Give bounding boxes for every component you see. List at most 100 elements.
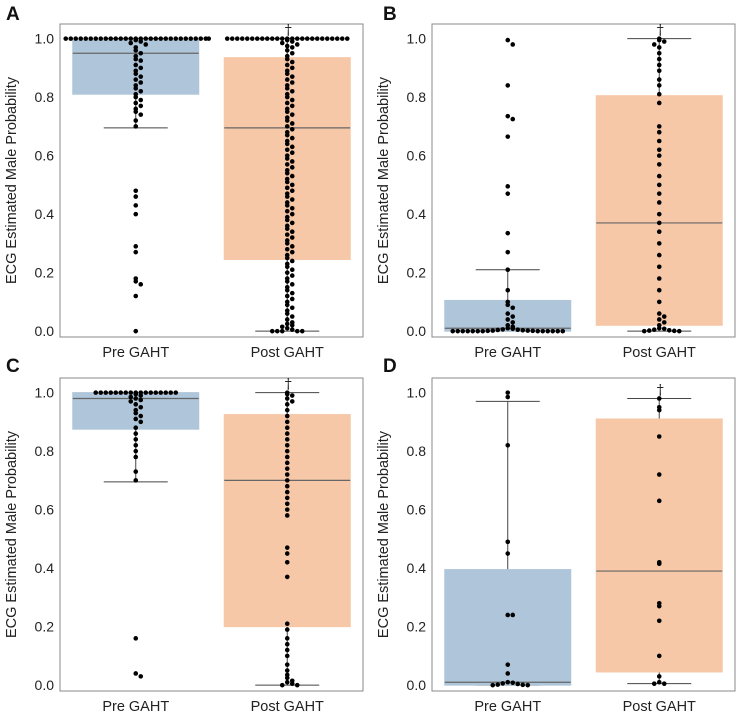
panel-letter: D — [383, 356, 397, 377]
data-point-pre-gaht — [133, 425, 139, 431]
data-point-post-gaht — [656, 299, 662, 305]
data-point-pre-gaht — [138, 413, 144, 419]
data-point-pre-gaht — [133, 431, 139, 436]
data-point-pre-gaht — [98, 36, 104, 41]
data-point-pre-gaht — [153, 36, 159, 41]
data-point-pre-gaht — [515, 327, 521, 332]
data-point-pre-gaht — [128, 40, 134, 46]
data-point-pre-gaht — [138, 419, 144, 425]
data-point-pre-gaht — [133, 469, 139, 474]
data-point-pre-gaht — [198, 36, 204, 41]
data-point-pre-gaht — [118, 36, 124, 41]
data-point-post-gaht — [284, 668, 290, 673]
data-point-pre-gaht — [138, 397, 144, 403]
data-point-pre-gaht — [480, 328, 486, 334]
data-point-post-gaht — [284, 454, 290, 460]
data-point-post-gaht — [289, 150, 295, 156]
data-point-post-gaht — [299, 328, 305, 334]
data-point-pre-gaht — [465, 328, 471, 334]
data-point-post-gaht — [661, 326, 667, 332]
data-point-pre-gaht — [133, 396, 139, 401]
data-point-post-gaht — [284, 132, 290, 138]
data-point-post-gaht — [289, 80, 295, 85]
data-point-post-gaht — [671, 328, 677, 334]
data-point-pre-gaht — [93, 390, 99, 395]
data-point-post-gaht — [289, 244, 295, 249]
data-point-post-gaht — [314, 36, 320, 41]
data-point-pre-gaht — [520, 327, 526, 333]
data-point-pre-gaht — [143, 42, 149, 47]
data-point-post-gaht — [284, 675, 290, 681]
data-point-post-gaht — [656, 276, 662, 281]
data-point-post-gaht — [289, 290, 295, 296]
y-tick-label: 0.2 — [407, 265, 427, 281]
data-point-pre-gaht — [133, 124, 139, 129]
data-point-pre-gaht — [485, 328, 491, 334]
data-point-post-gaht — [651, 42, 657, 47]
data-point-pre-gaht — [173, 390, 179, 395]
data-point-post-gaht — [284, 402, 290, 407]
data-point-post-gaht — [284, 413, 290, 419]
data-point-post-gaht — [289, 235, 295, 240]
y-tick-label: 0.2 — [407, 619, 427, 635]
data-point-pre-gaht — [505, 184, 511, 189]
data-point-post-gaht — [656, 241, 662, 246]
data-point-pre-gaht — [133, 478, 139, 483]
data-point-post-gaht — [284, 460, 290, 466]
data-point-post-gaht — [284, 448, 290, 454]
data-point-post-gaht — [289, 393, 295, 398]
data-point-pre-gaht — [98, 390, 104, 395]
data-point-post-gaht — [284, 118, 290, 123]
data-point-pre-gaht — [133, 279, 139, 284]
data-point-pre-gaht — [133, 249, 139, 255]
data-point-pre-gaht — [138, 393, 144, 398]
data-point-pre-gaht — [138, 39, 144, 44]
data-point-post-gaht — [284, 287, 290, 293]
data-point-pre-gaht — [128, 394, 134, 400]
panel-letter: C — [6, 356, 20, 377]
data-point-pre-gaht — [505, 671, 511, 676]
data-point-pre-gaht — [505, 442, 511, 448]
data-point-post-gaht — [656, 56, 662, 62]
data-point-pre-gaht — [148, 36, 154, 41]
data-point-pre-gaht — [133, 391, 139, 397]
data-point-post-gaht — [284, 279, 290, 284]
data-point-pre-gaht — [450, 328, 456, 334]
data-point-post-gaht — [284, 170, 290, 176]
y-tick-label: 0.6 — [407, 502, 427, 518]
data-point-post-gaht — [651, 327, 657, 332]
x-tick-label: Post GAHT — [623, 345, 696, 361]
data-point-post-gaht — [284, 194, 290, 199]
data-point-post-gaht — [289, 322, 295, 328]
data-point-post-gaht — [284, 124, 290, 129]
data-point-post-gaht — [289, 144, 295, 150]
plot-frame — [431, 377, 736, 692]
data-point-pre-gaht — [153, 390, 159, 395]
y-tick-label: 0.8 — [407, 89, 427, 105]
data-point-post-gaht — [656, 679, 662, 685]
significance-dagger: † — [285, 377, 292, 393]
y-tick-label: 0.6 — [35, 502, 55, 518]
data-point-pre-gaht — [188, 36, 194, 41]
data-point-post-gaht — [254, 36, 260, 41]
data-point-post-gaht — [656, 674, 662, 679]
data-point-pre-gaht — [138, 50, 144, 56]
data-point-post-gaht — [284, 437, 290, 442]
data-point-post-gaht — [284, 185, 290, 191]
panel-B: B 0.0 0.2 0.4 0.6 0.8 1.0 Pre GAHT Post GAHT ECG … — [376, 4, 736, 361]
y-tick-label: 0.8 — [35, 89, 55, 105]
data-point-pre-gaht — [455, 328, 461, 334]
data-point-pre-gaht — [83, 36, 89, 41]
data-point-post-gaht — [279, 36, 285, 41]
data-point-post-gaht — [656, 182, 662, 188]
data-point-post-gaht — [249, 36, 255, 41]
data-point-post-gaht — [656, 45, 662, 50]
data-point-post-gaht — [324, 36, 330, 41]
data-point-post-gaht — [656, 68, 662, 74]
data-point-post-gaht — [224, 36, 230, 41]
data-point-post-gaht — [289, 50, 295, 56]
data-point-pre-gaht — [505, 311, 511, 316]
data-point-post-gaht — [289, 188, 295, 194]
data-point-pre-gaht — [505, 83, 511, 88]
data-point-post-gaht — [656, 200, 662, 205]
